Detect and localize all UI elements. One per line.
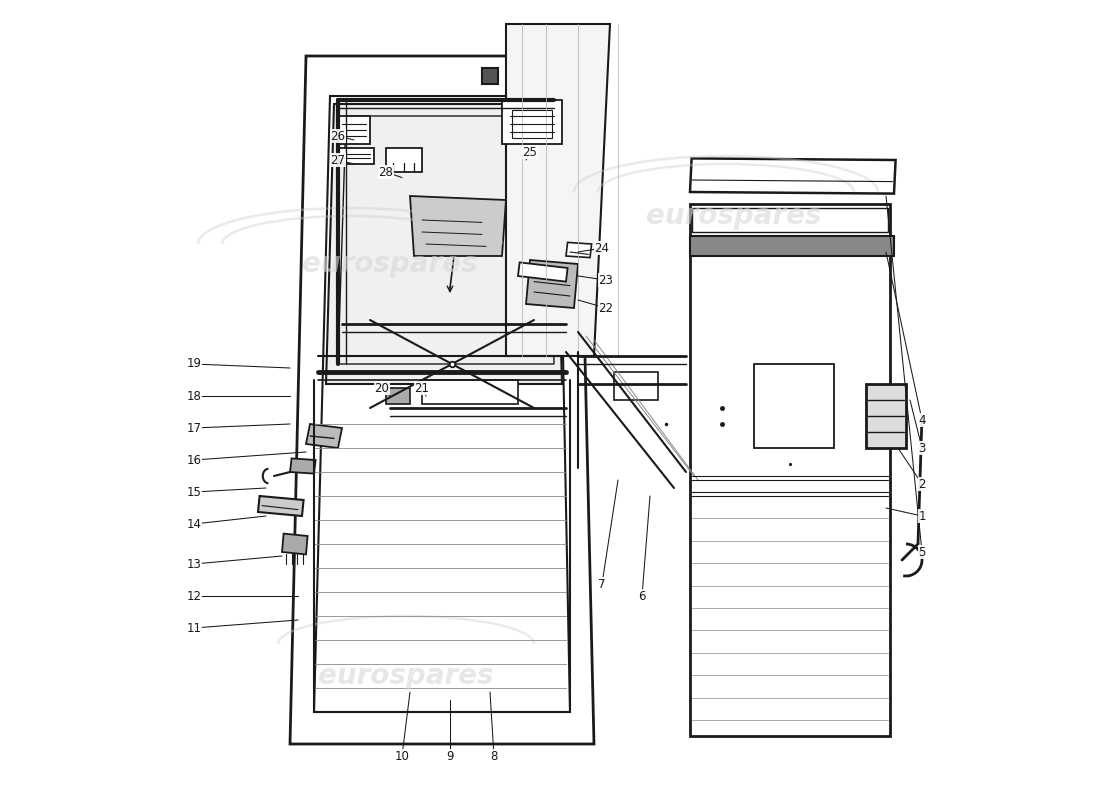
Text: 27: 27 — [330, 154, 345, 166]
Text: 15: 15 — [187, 486, 201, 498]
Polygon shape — [690, 158, 895, 194]
Polygon shape — [502, 100, 562, 144]
Polygon shape — [258, 496, 304, 516]
Polygon shape — [690, 204, 890, 736]
Polygon shape — [386, 388, 410, 404]
Polygon shape — [290, 458, 316, 474]
Text: eurospares: eurospares — [318, 662, 494, 690]
Text: 1: 1 — [918, 510, 926, 522]
Text: 9: 9 — [447, 750, 453, 762]
Polygon shape — [566, 242, 592, 258]
Polygon shape — [526, 260, 578, 308]
Polygon shape — [290, 56, 594, 744]
Polygon shape — [338, 148, 374, 164]
Text: 10: 10 — [395, 750, 409, 762]
Polygon shape — [614, 372, 658, 400]
Text: 28: 28 — [378, 166, 394, 178]
Text: 17: 17 — [187, 422, 201, 434]
Text: 16: 16 — [187, 454, 201, 466]
Text: 24: 24 — [594, 242, 609, 254]
Polygon shape — [386, 148, 422, 172]
Text: 4: 4 — [918, 414, 926, 426]
Polygon shape — [482, 68, 498, 84]
Text: 14: 14 — [187, 518, 201, 530]
Polygon shape — [506, 24, 610, 356]
Polygon shape — [690, 236, 894, 256]
Polygon shape — [338, 116, 370, 144]
Polygon shape — [518, 262, 568, 282]
Text: 13: 13 — [187, 558, 201, 570]
Polygon shape — [282, 534, 308, 554]
Text: 22: 22 — [598, 302, 614, 314]
Text: 19: 19 — [187, 358, 201, 370]
Text: 20: 20 — [375, 382, 389, 394]
Text: 8: 8 — [491, 750, 497, 762]
Text: 21: 21 — [415, 382, 429, 394]
Text: 6: 6 — [638, 590, 646, 602]
Polygon shape — [326, 104, 562, 384]
Text: 3: 3 — [918, 442, 926, 454]
Polygon shape — [692, 208, 888, 232]
Text: 25: 25 — [522, 146, 538, 158]
Text: 7: 7 — [598, 578, 606, 590]
Text: 23: 23 — [598, 274, 614, 286]
Text: 11: 11 — [187, 622, 201, 634]
Text: eurospares: eurospares — [302, 250, 477, 278]
Polygon shape — [422, 380, 518, 404]
Polygon shape — [866, 384, 906, 448]
Text: 26: 26 — [330, 130, 345, 142]
Polygon shape — [306, 424, 342, 448]
Polygon shape — [754, 364, 834, 448]
Text: 5: 5 — [918, 546, 926, 558]
Text: 12: 12 — [187, 590, 201, 602]
Text: eurospares: eurospares — [647, 202, 822, 230]
Polygon shape — [410, 196, 506, 256]
Text: 2: 2 — [918, 478, 926, 490]
Text: 18: 18 — [187, 390, 201, 402]
